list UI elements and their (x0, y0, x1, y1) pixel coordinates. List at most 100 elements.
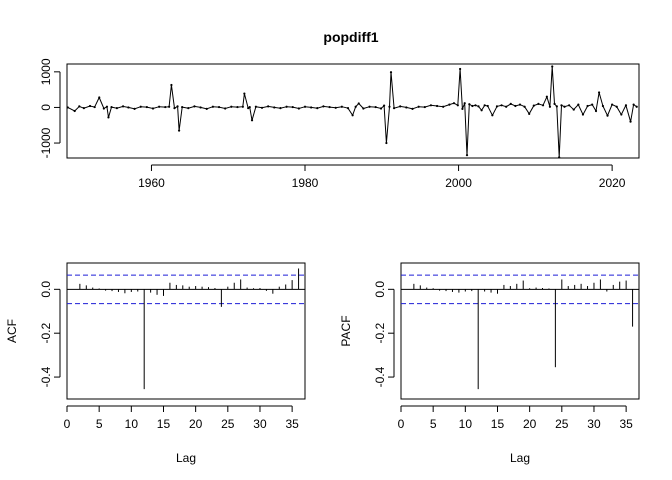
x-tick-label: 15 (491, 417, 505, 431)
acf-panel: 0 5 10 15 20 25 30 35 -0.4 -0.2 0.0 Lag ACF (5, 262, 306, 465)
data-point (483, 104, 486, 107)
data-point (505, 105, 508, 108)
x-tick-label: 1960 (138, 176, 165, 190)
data-point (187, 107, 190, 110)
data-point (448, 103, 451, 106)
x-tick-label: 5 (96, 417, 103, 431)
data-point (632, 103, 635, 106)
data-point (563, 105, 566, 108)
data-point (558, 156, 561, 159)
x-tick-label: 35 (285, 417, 299, 431)
data-point (243, 92, 246, 95)
y-axis: -0.4 -0.2 0.0 (373, 281, 395, 387)
data-point (334, 106, 337, 109)
data-point (297, 107, 300, 110)
x-tick-label: 1980 (292, 176, 319, 190)
data-point (635, 105, 638, 108)
data-point (260, 106, 264, 109)
chart-title: popdiff1 (323, 29, 378, 45)
time-series-panel: popdiff1 1960 1980 2000 2020 -1000 0 1000 (39, 29, 640, 190)
y-tick-label: -0.2 (39, 323, 53, 344)
x-tick-label: 10 (459, 417, 473, 431)
data-point (267, 105, 270, 108)
data-point (248, 105, 251, 109)
data-point (514, 104, 517, 108)
data-point (205, 107, 208, 110)
data-point (78, 105, 81, 108)
y-tick-label: -0.2 (373, 323, 387, 344)
data-point (164, 105, 167, 109)
x-tick-label: 0 (398, 417, 405, 431)
data-point (411, 107, 414, 110)
data-point (82, 107, 85, 110)
data-point (168, 105, 171, 108)
data-point (385, 141, 388, 145)
x-tick-label: 2000 (445, 176, 472, 190)
data-point (236, 105, 239, 109)
data-point (629, 120, 632, 123)
data-point (442, 105, 445, 108)
data-point (357, 102, 360, 105)
data-point (273, 106, 276, 109)
y-tick-label: 0.0 (373, 281, 387, 298)
data-point (170, 83, 173, 87)
data-point (303, 105, 307, 108)
data-point (474, 104, 477, 107)
data-point (316, 107, 319, 110)
data-point (151, 107, 155, 110)
data-point (611, 103, 614, 106)
data-point (392, 107, 396, 110)
data-point (127, 106, 130, 109)
data-point (310, 106, 313, 109)
data-point (173, 107, 176, 110)
data-point (217, 105, 221, 109)
data-point (224, 107, 227, 110)
data-point (577, 103, 580, 106)
data-point (346, 107, 350, 110)
data-point (279, 107, 282, 110)
data-point (500, 104, 503, 107)
data-point (145, 105, 148, 109)
data-point (374, 105, 377, 109)
data-point (285, 105, 288, 108)
data-point (548, 105, 552, 108)
x-tick-label: 25 (555, 417, 569, 431)
data-point (328, 105, 331, 109)
y-axis-label: PACF (339, 315, 353, 346)
data-point (620, 113, 623, 116)
x-tick-label: 10 (125, 417, 139, 431)
data-point (541, 104, 545, 107)
y-axis-label: ACF (5, 319, 19, 343)
data-point (477, 105, 480, 108)
x-tick-label: 5 (430, 417, 437, 431)
data-point (388, 105, 391, 108)
y-tick-label: 1000 (39, 58, 53, 85)
x-axis: 1960 1980 2000 2020 (138, 164, 626, 190)
data-point (176, 105, 179, 108)
data-point (110, 105, 113, 109)
data-point (362, 107, 365, 110)
data-point (405, 106, 408, 109)
x-axis: 0 5 10 15 20 25 30 35 (64, 405, 299, 431)
data-point (463, 102, 466, 105)
data-point (211, 105, 214, 108)
data-point (594, 109, 598, 113)
data-point (177, 129, 181, 132)
data-point (553, 102, 556, 105)
data-point (379, 107, 383, 110)
data-point (597, 91, 601, 94)
data-point (158, 105, 161, 108)
data-point (98, 96, 101, 99)
data-point (523, 105, 526, 108)
data-point (560, 104, 563, 107)
data-point (545, 95, 548, 98)
x-tick-label: 20 (189, 417, 203, 431)
data-point (389, 71, 393, 74)
data-point (435, 104, 439, 108)
plot-frame (66, 63, 640, 159)
y-tick-label: 0 (39, 104, 53, 111)
data-point (429, 104, 433, 107)
data-point (471, 104, 474, 108)
data-point (199, 106, 202, 109)
